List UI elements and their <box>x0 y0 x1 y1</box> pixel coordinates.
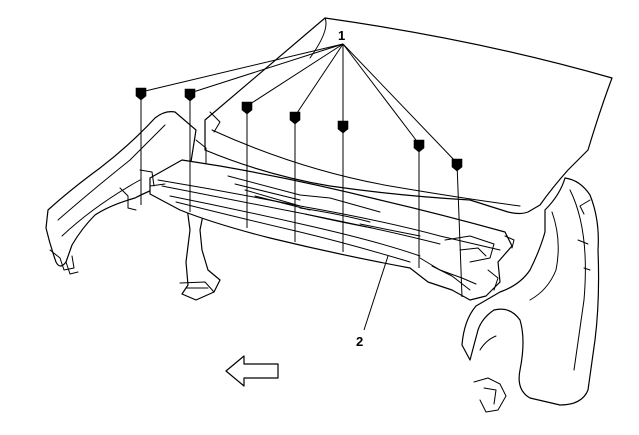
fastener-icon <box>135 87 147 101</box>
left-fender <box>45 111 197 275</box>
fastener-icon <box>241 101 253 115</box>
fastener-icon <box>184 88 196 102</box>
cowl-vent-panel <box>139 159 515 301</box>
fastener-icon <box>413 139 425 153</box>
callout-1-leaders <box>140 43 458 164</box>
fastener-icon <box>337 120 349 134</box>
fastener-icon <box>451 158 463 172</box>
fasteners <box>135 87 463 298</box>
right-fender <box>461 177 600 413</box>
fastener-icon <box>289 111 301 125</box>
callout-1-label: 1 <box>338 28 345 43</box>
callout-2-label: 2 <box>356 334 363 349</box>
front-direction-arrow-icon <box>225 355 279 387</box>
callout-2-leader <box>363 255 389 331</box>
